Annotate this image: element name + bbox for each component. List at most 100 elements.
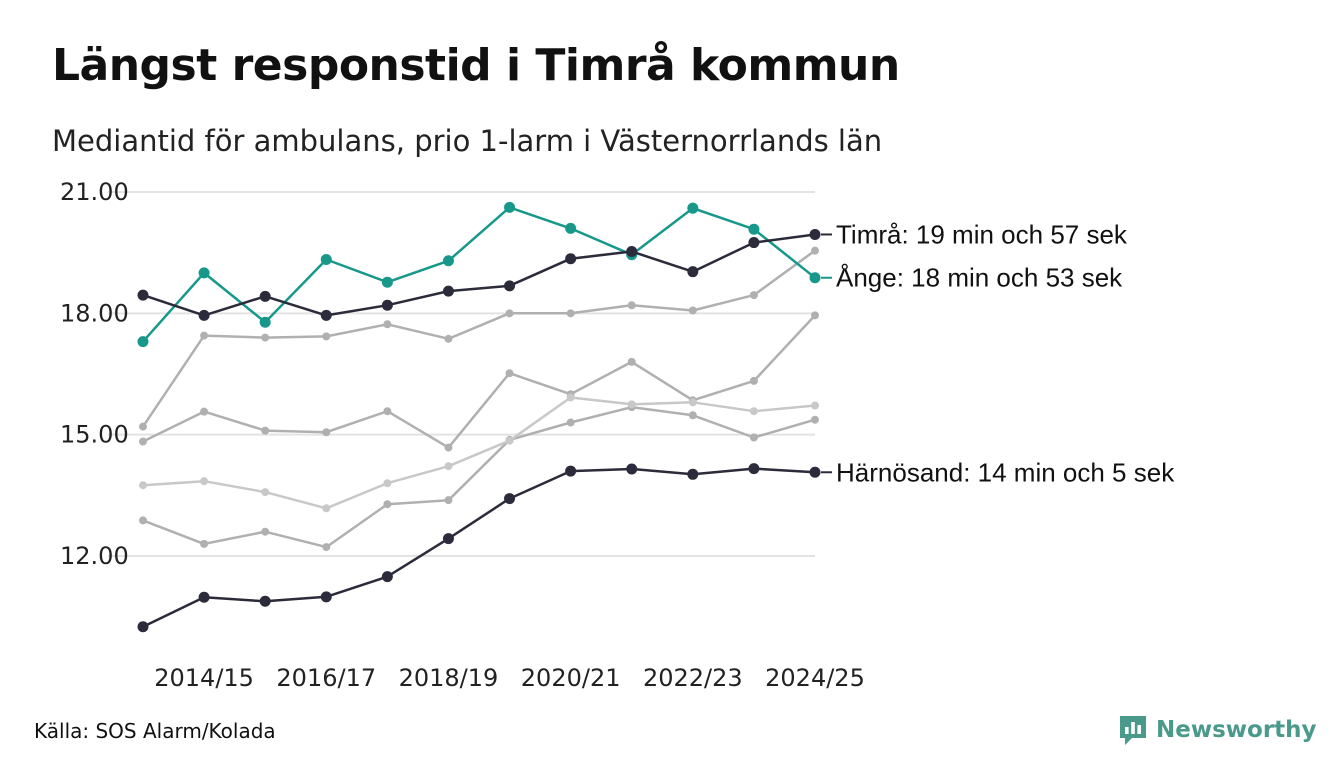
data-point (627, 357, 636, 366)
data-point (200, 331, 209, 340)
data-point (566, 393, 575, 402)
y-tick-label: 15.00 (60, 421, 129, 449)
data-point (809, 466, 821, 478)
x-tick-label: 2018/19 (399, 664, 499, 692)
series-line (142, 405, 816, 549)
series-övrig-kommun-a (139, 246, 819, 431)
data-point (809, 272, 821, 284)
data-point (566, 309, 575, 318)
data-point (626, 463, 638, 475)
data-point (383, 320, 392, 329)
data-point (688, 306, 697, 315)
data-point (383, 500, 392, 509)
data-point (320, 591, 332, 603)
data-point (444, 496, 453, 505)
data-point (322, 504, 331, 513)
data-point (749, 407, 758, 416)
line-chart: 12.00 15.00 18.00 21.00 2014/15 2016/17 2018/… (60, 178, 1175, 692)
y-tick-label: 18.00 (60, 299, 129, 327)
brand-logo[interactable]: Newsworthy (1118, 714, 1317, 746)
series-line (142, 206, 816, 343)
data-point (383, 407, 392, 416)
series-härnösand (137, 463, 821, 633)
data-point (200, 407, 209, 416)
data-point (566, 418, 575, 427)
data-point (322, 543, 331, 552)
data-point (748, 463, 760, 475)
data-point (381, 571, 393, 583)
data-point (137, 336, 149, 348)
data-point (261, 333, 270, 342)
y-tick-label: 21.00 (60, 178, 129, 206)
data-point (811, 401, 819, 410)
data-point (687, 202, 699, 214)
data-point (811, 246, 819, 255)
series-line (141, 249, 816, 428)
data-point (749, 433, 758, 442)
data-point (261, 527, 270, 536)
data-point (749, 376, 758, 385)
data-point (442, 255, 454, 267)
brand-name: Newsworthy (1156, 717, 1317, 743)
y-tick-label: 12.00 (60, 542, 129, 570)
data-point (139, 437, 147, 446)
data-point (137, 621, 149, 633)
series-end-label: Härnösand: 14 min och 5 sek (836, 457, 1175, 487)
data-point (198, 309, 210, 321)
x-tick-label: 2022/23 (643, 664, 743, 692)
x-tick-label: 2016/17 (276, 664, 376, 692)
data-point (381, 276, 393, 288)
series-end-label: Timrå: 19 min och 57 sek (836, 219, 1128, 249)
data-point (504, 493, 516, 505)
data-point (200, 477, 209, 486)
data-point (139, 481, 147, 490)
data-point (748, 237, 760, 249)
x-tick-label: 2014/15 (154, 664, 254, 692)
series-timrå (137, 228, 821, 321)
data-point (687, 468, 699, 480)
data-point (261, 488, 270, 497)
data-point (565, 465, 577, 477)
data-point (259, 316, 271, 328)
data-point (505, 369, 514, 378)
data-point (504, 201, 516, 213)
data-point (261, 426, 270, 435)
series-övrig-kommun-b (139, 311, 819, 452)
data-point (811, 415, 819, 424)
data-point (137, 289, 149, 301)
source-note: Källa: SOS Alarm/Kolada (34, 719, 276, 743)
series-line (142, 314, 816, 449)
series-line (142, 396, 816, 510)
data-point (139, 422, 147, 431)
data-point (505, 436, 514, 445)
data-point (320, 309, 332, 321)
data-point (687, 266, 699, 278)
chart-title: Längst responstid i Timrå kommun (52, 40, 900, 91)
data-point (320, 254, 332, 266)
series-line (142, 233, 816, 317)
data-point (626, 245, 638, 257)
data-point (627, 400, 636, 409)
data-point (139, 516, 147, 525)
data-point (749, 291, 758, 300)
data-point (809, 228, 821, 240)
data-point (688, 398, 697, 407)
data-point (322, 428, 331, 437)
data-point (444, 443, 453, 452)
data-point (198, 591, 210, 603)
data-point (442, 533, 454, 545)
data-point (444, 334, 453, 343)
newsworthy-logo-icon (1120, 716, 1146, 745)
data-point (565, 253, 577, 265)
data-point (565, 222, 577, 234)
data-point (383, 479, 392, 488)
data-point (811, 311, 819, 320)
data-point (198, 267, 210, 279)
x-tick-label: 2020/21 (521, 664, 621, 692)
data-point (748, 223, 760, 235)
series-ånge (137, 201, 821, 348)
data-point (627, 301, 636, 310)
series-end-label: Ånge: 18 min och 53 sek (836, 263, 1123, 293)
data-point (444, 462, 453, 471)
data-point (688, 411, 697, 420)
